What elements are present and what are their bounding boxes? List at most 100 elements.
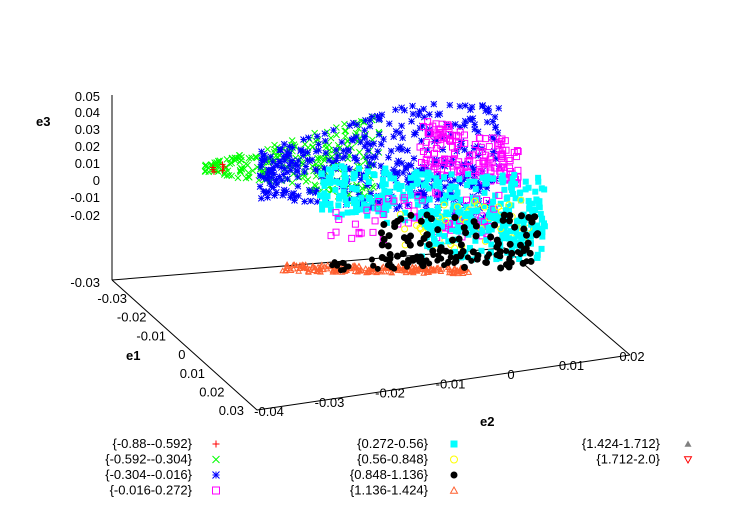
- data-point: [500, 211, 508, 219]
- data-point: [479, 214, 487, 222]
- data-point: [333, 131, 340, 139]
- data-point: [416, 107, 423, 115]
- data-point: [288, 179, 296, 187]
- data-point: [535, 174, 542, 181]
- data-point: [469, 248, 477, 256]
- data-point: [418, 122, 426, 130]
- data-point: [480, 167, 488, 175]
- data-point: [294, 173, 302, 181]
- data-point: [445, 264, 453, 271]
- data-point: [352, 185, 359, 192]
- data-point: [279, 191, 287, 199]
- data-point: [509, 175, 516, 182]
- data-point: [353, 121, 361, 129]
- data-point: [387, 175, 394, 182]
- e2-tick-label: -0.03: [315, 395, 345, 410]
- data-point: [512, 242, 519, 249]
- data-point: [368, 256, 375, 263]
- data-point: [410, 131, 418, 138]
- data-point: [463, 210, 470, 217]
- data-point: [380, 235, 388, 243]
- axis-ticks: 0.050.040.030.020.010-0.01-0.02-0.03-0.0…: [70, 89, 644, 419]
- data-point: [441, 174, 448, 181]
- data-point: [381, 211, 388, 218]
- data-point: [471, 141, 479, 149]
- data-point: [272, 189, 280, 196]
- data-point: [398, 182, 405, 189]
- data-point: [465, 171, 472, 178]
- e2-axis-line: [256, 354, 631, 411]
- data-point: [292, 161, 300, 169]
- data-point: [534, 226, 541, 233]
- data-point: [474, 128, 482, 136]
- data-point: [367, 190, 375, 197]
- data-point: [351, 263, 359, 270]
- data-point: [538, 245, 545, 252]
- data-point: [283, 168, 291, 176]
- data-point: [505, 217, 513, 225]
- data-point: [327, 200, 334, 207]
- data-point: [382, 256, 389, 263]
- data-point: [522, 245, 529, 252]
- data-point: [289, 261, 297, 268]
- data-point: [366, 141, 374, 149]
- data-point: [364, 168, 371, 175]
- data-point: [252, 154, 260, 161]
- data-point: [451, 120, 459, 128]
- data-point: [424, 263, 432, 270]
- data-point: [362, 117, 369, 124]
- data-point: [328, 169, 335, 176]
- data-point: [396, 185, 403, 192]
- data-point: [370, 161, 377, 169]
- data-point: [485, 143, 493, 151]
- data-point: [338, 163, 345, 170]
- data-point: [451, 264, 459, 271]
- data-point: [454, 168, 462, 176]
- data-point: [284, 175, 291, 183]
- data-point: [374, 204, 382, 212]
- data-point: [466, 178, 473, 185]
- data-point: [245, 154, 253, 162]
- legend-marker: [684, 440, 692, 447]
- data-point: [369, 228, 377, 236]
- data-point: [379, 211, 387, 219]
- data-point: [489, 175, 496, 182]
- data-point: [390, 133, 398, 141]
- data-point: [363, 139, 371, 147]
- data-point: [503, 247, 510, 254]
- data-point: [329, 262, 336, 269]
- data-point: [468, 222, 475, 229]
- data-point: [340, 266, 347, 273]
- data-point: [394, 181, 401, 188]
- data-point: [417, 217, 425, 225]
- data-point: [340, 189, 347, 196]
- data-point: [506, 157, 514, 165]
- data-point: [322, 144, 330, 152]
- data-point: [299, 152, 307, 159]
- data-point: [270, 148, 278, 156]
- data-point: [447, 131, 455, 139]
- data-point: [374, 148, 382, 155]
- data-point: [425, 220, 432, 227]
- e3-tick-label: 0.02: [75, 139, 100, 154]
- data-point: [321, 183, 328, 190]
- data-point: [352, 133, 360, 141]
- data-point: [290, 265, 297, 272]
- data-point: [271, 192, 278, 199]
- data-point: [386, 250, 394, 258]
- data-point: [488, 224, 495, 231]
- data-point: [426, 196, 433, 203]
- data-point: [474, 207, 481, 214]
- data-point: [422, 155, 430, 163]
- data-point: [497, 200, 504, 207]
- data-point: [453, 142, 461, 150]
- data-point: [410, 155, 418, 162]
- data-point: [539, 215, 546, 222]
- data-point: [311, 129, 319, 137]
- data-point: [486, 163, 494, 171]
- data-point: [345, 195, 353, 203]
- data-point: [424, 129, 432, 137]
- data-point: [433, 175, 440, 182]
- data-point: [249, 167, 257, 174]
- data-point: [228, 154, 236, 162]
